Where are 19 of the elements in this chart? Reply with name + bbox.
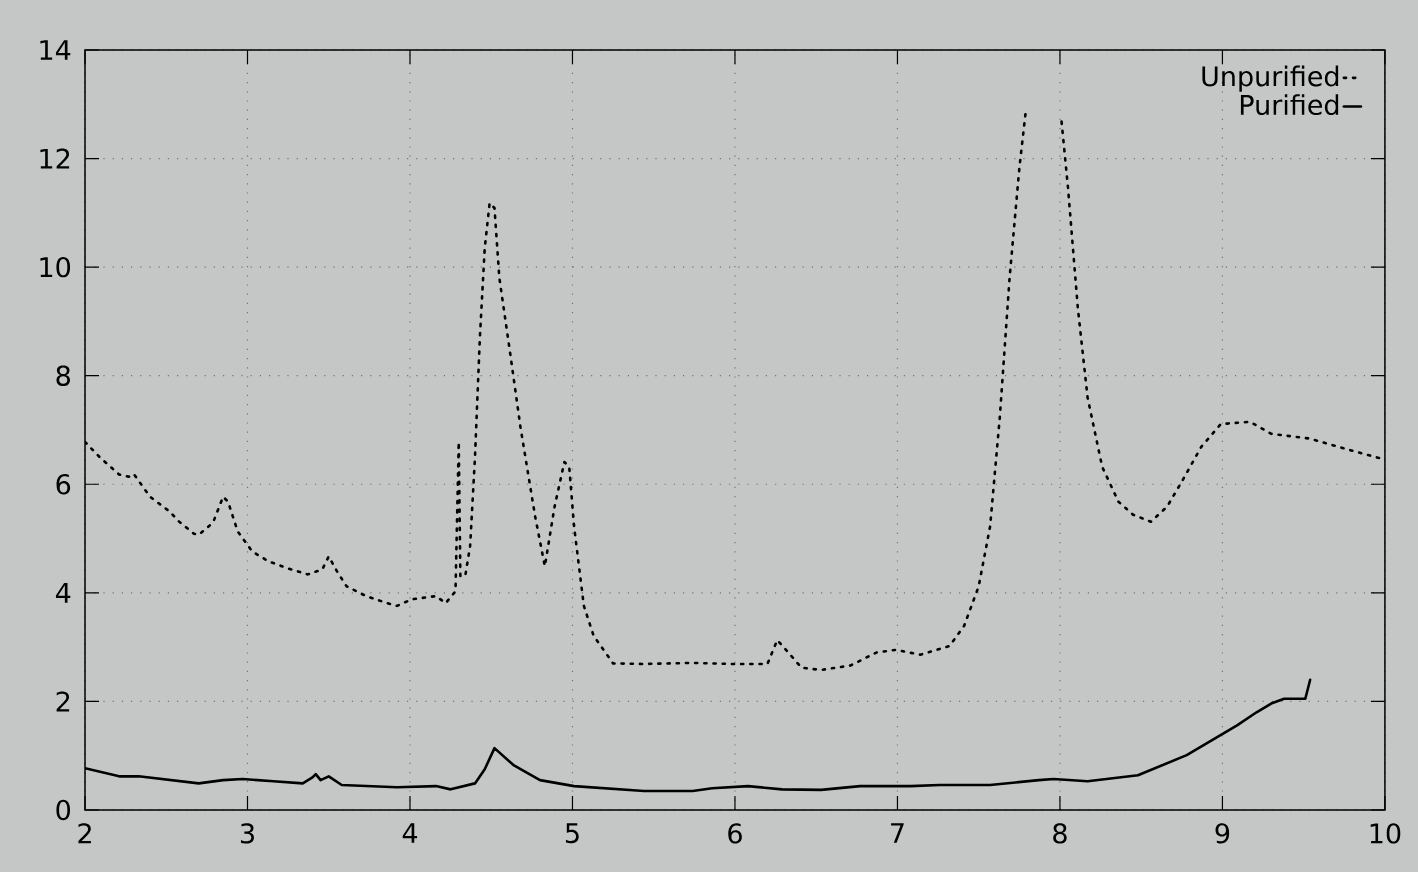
x-tick-label: 8 (1053, 823, 1067, 844)
x-tick-label: 3 (240, 823, 254, 844)
y-tick-label: 10 (40, 256, 71, 278)
y-tick-label: 4 (55, 583, 71, 603)
x-tick-label: 4 (402, 823, 418, 843)
x-tick-label: 6 (728, 823, 742, 844)
x-tick-label: 2 (78, 823, 91, 844)
x-tick-label: 10 (1370, 823, 1401, 844)
y-tick-label: 6 (56, 474, 71, 495)
legend-label: Unpurified (1202, 65, 1339, 92)
y-tick-label: 0 (56, 799, 71, 821)
x-tick-label: 9 (1215, 823, 1230, 844)
y-tick-label: 12 (40, 148, 70, 169)
y-tick-label: 2 (56, 691, 70, 712)
y-tick-label: 8 (56, 365, 70, 386)
legend-label: Purified (1240, 94, 1339, 116)
x-tick-label: 7 (891, 823, 904, 843)
x-tick-label: 5 (565, 823, 579, 844)
y-tick-label: 14 (40, 40, 71, 60)
